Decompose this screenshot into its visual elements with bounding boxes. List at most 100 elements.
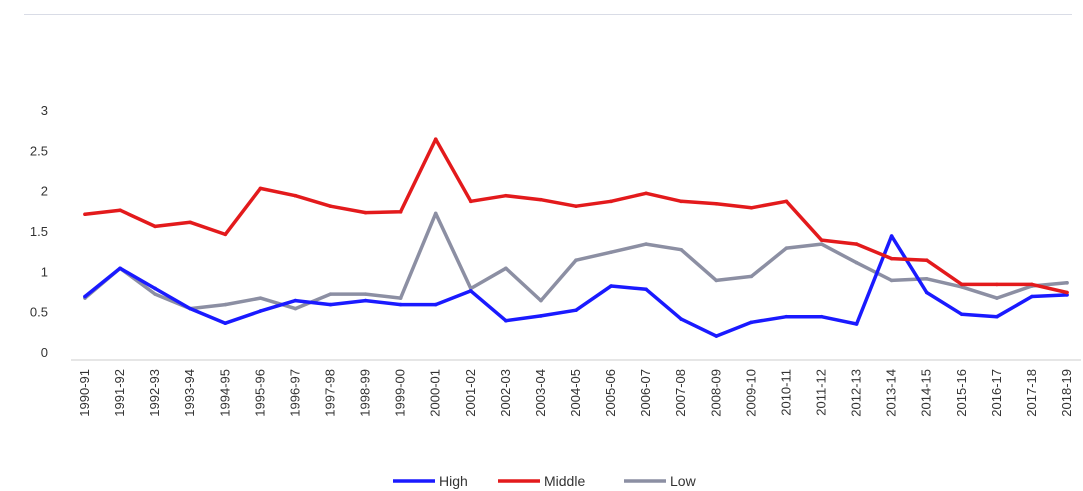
data-point-high: [293, 298, 298, 303]
x-tick-label: 1991-92: [112, 369, 127, 417]
data-point-middle: [1065, 290, 1069, 295]
data-point-middle: [644, 191, 648, 196]
series-line-middle: [83, 137, 1069, 295]
legend-item-middle: Middle: [498, 473, 585, 489]
x-tick-label: 2016-17: [989, 369, 1004, 417]
data-point-high: [223, 321, 228, 325]
top-divider: [24, 14, 1072, 15]
x-tick-label: 2005-06: [603, 369, 618, 417]
data-point-middle: [328, 204, 333, 208]
data-point-low: [644, 242, 648, 246]
data-point-middle: [83, 212, 87, 217]
data-point-high: [819, 314, 824, 319]
data-point-middle: [1030, 282, 1034, 287]
data-point-low: [714, 278, 719, 283]
x-tick-label: 2018-19: [1059, 369, 1074, 417]
data-point-low: [784, 246, 789, 250]
data-point-low: [889, 278, 894, 283]
data-point-high: [679, 317, 684, 321]
x-tick-label: 2004-05: [568, 369, 583, 417]
data-point-middle: [468, 199, 473, 204]
data-point-high: [153, 286, 157, 291]
data-point-high: [539, 314, 543, 318]
legend-item-high: High: [393, 473, 468, 489]
data-point-middle: [995, 282, 999, 287]
data-point-high: [83, 294, 87, 299]
y-tick-label: 0: [41, 345, 48, 360]
series-line-high: [83, 234, 1069, 338]
data-point-middle: [504, 193, 508, 198]
data-point-high: [609, 284, 613, 288]
data-point-low: [328, 292, 333, 296]
data-point-middle: [609, 199, 613, 204]
x-tick-label: 1997-98: [323, 369, 338, 417]
data-point-middle: [959, 282, 964, 287]
x-tick-label: 2003-04: [533, 369, 548, 417]
data-point-low: [995, 296, 999, 300]
x-tick-label: 1992-93: [147, 369, 162, 417]
data-point-high: [363, 298, 368, 303]
data-point-high: [854, 322, 859, 326]
data-point-low: [679, 247, 684, 252]
x-tick-label: 2008-09: [708, 369, 723, 417]
y-tick-label: 2: [41, 184, 48, 199]
x-tick-label: 2010-11: [778, 369, 793, 416]
data-point-high: [468, 289, 473, 293]
x-tick-label: 1999-00: [393, 369, 408, 417]
data-point-high: [1030, 294, 1034, 299]
x-tick-label: 1990-91: [77, 369, 92, 417]
data-point-high: [714, 334, 719, 338]
data-point-middle: [574, 204, 578, 208]
x-tick-label: 2011-12: [814, 369, 829, 416]
data-point-low: [749, 274, 754, 279]
data-point-high: [258, 309, 263, 313]
data-point-high: [924, 290, 929, 295]
data-point-high: [188, 306, 193, 311]
data-point-middle: [714, 201, 719, 206]
data-point-high: [889, 234, 894, 238]
x-tick-label: 2009-10: [743, 369, 758, 417]
y-axis-ticks: 0 0.5 1 1.5 2 2.5 3: [30, 103, 48, 360]
data-point-low: [539, 298, 543, 303]
x-tick-label: 2017-18: [1024, 369, 1039, 417]
data-point-high: [784, 314, 789, 319]
data-point-high: [504, 318, 508, 323]
x-tick-label: 2006-07: [638, 369, 653, 417]
y-tick-label: 2.5: [30, 143, 48, 158]
x-tick-label: 1998-99: [358, 369, 373, 417]
data-point-high: [995, 314, 999, 319]
data-point-low: [258, 296, 263, 300]
data-point-high: [433, 302, 438, 307]
x-tick-label: 2013-14: [884, 369, 899, 417]
x-tick-label: 1995-96: [252, 369, 267, 417]
data-point-middle: [363, 210, 368, 215]
data-point-middle: [188, 220, 193, 225]
data-point-high: [644, 287, 648, 292]
data-point-middle: [398, 210, 403, 214]
y-tick-label: 1.5: [30, 224, 48, 239]
data-point-middle: [153, 224, 157, 229]
data-point-low: [153, 292, 157, 296]
data-point-high: [749, 320, 754, 325]
data-point-middle: [539, 197, 543, 202]
data-point-low: [854, 260, 859, 265]
data-point-low: [574, 258, 578, 263]
x-tick-label: 2012-13: [849, 369, 864, 417]
data-point-high: [398, 302, 403, 307]
data-point-middle: [223, 232, 228, 237]
data-point-low: [1065, 281, 1069, 285]
legend-label: Low: [670, 473, 697, 489]
series-middle: [83, 137, 1069, 295]
legend-item-low: Low: [624, 473, 697, 489]
y-tick-label: 1: [41, 264, 48, 279]
data-point-low: [819, 242, 824, 246]
y-tick-label: 0.5: [30, 305, 48, 320]
data-point-low: [223, 302, 228, 307]
data-point-middle: [889, 256, 894, 261]
series-high: [83, 234, 1069, 338]
data-point-low: [398, 296, 403, 300]
data-point-low: [924, 276, 929, 281]
data-point-low: [504, 266, 508, 271]
